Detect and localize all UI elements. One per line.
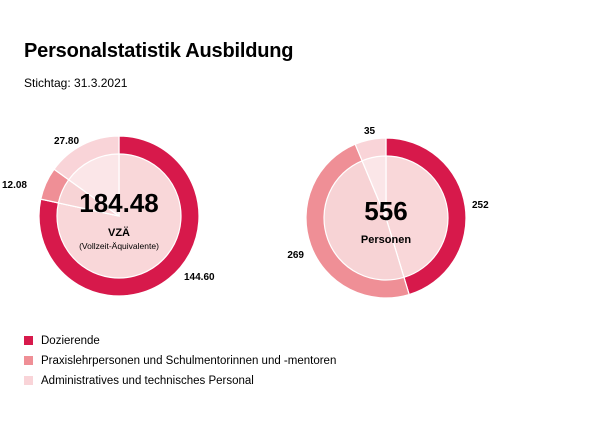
center-sublabel-chart1: (Vollzeit-Äquivalente) (79, 241, 159, 251)
legend-swatch-praxis (24, 356, 33, 365)
legend-item-praxis: Praxislehrpersonen und Schulmentorinnen … (24, 351, 336, 370)
inner-slice-dozierende-chart2 (385, 155, 449, 279)
chart-title: Personalstatistik Ausbildung (24, 40, 294, 62)
value-label-dozierende-chart1: 144.60 (184, 272, 215, 283)
legend-label-praxis: Praxislehrpersonen und Schulmentorinnen … (41, 354, 337, 367)
value-label-dozierende-chart2: 252 (472, 200, 489, 211)
value-label-praxis-chart1: 12.08 (2, 180, 27, 191)
legend-swatch-dozierende (24, 336, 33, 345)
value-label-admin-chart2: 35 (364, 126, 376, 137)
center-value-chart2: 556 (364, 196, 407, 226)
center-label-chart1: VZÄ (108, 226, 130, 239)
chart-subtitle: Stichtag: 31.3.2021 (24, 76, 128, 90)
center-label-chart2: Personen (361, 234, 411, 246)
legend-label-dozierende: Dozierende (41, 334, 100, 347)
legend-item-admin: Administratives und technisches Personal (24, 371, 336, 390)
inner-slice-admin-chart1 (67, 153, 120, 218)
value-label-admin-chart1: 27.80 (54, 136, 79, 147)
center-value-chart1: 184.48 (79, 188, 159, 218)
inner-slice-praxis-chart2 (323, 160, 405, 281)
legend: Dozierende Praxislehrpersonen und Schulm… (24, 331, 336, 391)
legend-label-admin: Administratives und technisches Personal (41, 374, 254, 387)
legend-swatch-admin (24, 376, 33, 385)
inner-slice-admin-chart2 (361, 155, 387, 219)
legend-item-dozierende: Dozierende (24, 331, 336, 350)
value-label-praxis-chart2: 269 (287, 250, 304, 261)
